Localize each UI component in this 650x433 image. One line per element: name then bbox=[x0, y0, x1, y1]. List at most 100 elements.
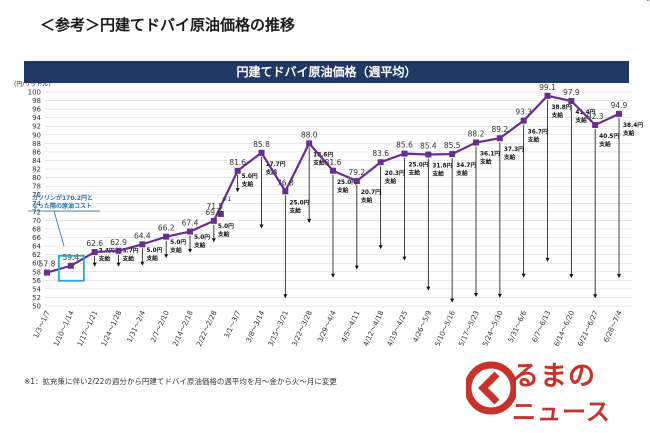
x-tick-label: 3/1～3/7 bbox=[223, 309, 243, 339]
subsidy-unit: 支給 bbox=[431, 169, 444, 177]
subsidy-unit: 支給 bbox=[360, 196, 373, 204]
y-tick-label: 100 bbox=[28, 89, 41, 97]
subsidy-unit: 支給 bbox=[169, 246, 182, 254]
subsidy-arrowhead bbox=[378, 245, 383, 250]
subsidy-arrowhead bbox=[188, 248, 192, 253]
logo-line2: ニュース bbox=[512, 398, 611, 426]
kuruma-news-logo: るまの ニュース bbox=[466, 352, 650, 433]
subsidy-arrowhead bbox=[92, 262, 97, 267]
y-tick-label: 52 bbox=[32, 294, 41, 302]
value-label: 64.4 bbox=[134, 231, 151, 240]
data-point bbox=[187, 228, 193, 235]
value-label-extra: 71.5 bbox=[206, 202, 223, 211]
value-label: 69.9 bbox=[205, 208, 222, 217]
subsidy-amount: 38.4円 bbox=[623, 122, 643, 129]
footnote: ※1：拡充策に伴い2/22の週分から円建てドバイ原油価格の週平均を月～金から火～… bbox=[24, 377, 337, 386]
data-point bbox=[91, 249, 98, 256]
value-label: 99.1 bbox=[539, 83, 556, 92]
subsidy-arrowhead bbox=[426, 286, 431, 291]
subsidy-arrowhead bbox=[593, 294, 598, 299]
subsidy-amount: 36.7円 bbox=[528, 129, 548, 136]
x-tick-label: 5/24～5/30 bbox=[481, 309, 505, 347]
y-tick-label: 90 bbox=[32, 131, 41, 139]
subsidy-arrowhead bbox=[331, 273, 335, 278]
subsidy-arrowhead bbox=[164, 254, 169, 259]
data-point bbox=[306, 140, 313, 147]
value-label: 62.9 bbox=[110, 238, 127, 247]
subsidy-unit: 支給 bbox=[503, 153, 516, 161]
x-tick-label: 2/7～2/10 bbox=[149, 309, 171, 343]
x-axis-labels: 1/3～1/7 1/10～1/14 1/17～1/21 1/24～1/28 1/31～2… bbox=[32, 309, 624, 348]
value-label: 81.6 bbox=[325, 158, 342, 167]
value-label: 85.6 bbox=[396, 141, 413, 150]
subsidy-amount: 41.4円 bbox=[575, 109, 595, 116]
data-point bbox=[44, 269, 50, 276]
x-tick-label: 4/5～4/11 bbox=[340, 309, 362, 343]
subsidy-unit: 支給 bbox=[646, 0, 650, 2]
grid-lines bbox=[45, 91, 632, 307]
subsidy-amount: 18.6円 bbox=[313, 151, 333, 158]
x-tick-label: 4/19～4/25 bbox=[386, 309, 410, 347]
data-point bbox=[377, 159, 384, 166]
value-label: 85.4 bbox=[420, 141, 437, 150]
x-tick-label: 6/28～7/4 bbox=[602, 309, 624, 344]
value-label: 57.8 bbox=[39, 260, 56, 269]
subsidy-unit: 支給 bbox=[527, 136, 540, 144]
x-tick-label: 1/17～1/21 bbox=[76, 309, 100, 347]
y-tick-label: 72 bbox=[32, 208, 41, 216]
subsidy-amount: 25.0円 bbox=[337, 179, 357, 186]
x-tick-label: 6/7～6/13 bbox=[531, 309, 553, 343]
data-point bbox=[115, 247, 122, 254]
data-point bbox=[473, 139, 479, 146]
data-point bbox=[401, 150, 408, 157]
subsidy-amount: 17.7円 bbox=[266, 161, 286, 168]
subsidy-unit: 支給 bbox=[336, 186, 349, 194]
subsidy-amount: 5.0円 bbox=[242, 173, 258, 180]
data-point bbox=[425, 151, 432, 158]
value-label: 85.5 bbox=[444, 141, 461, 150]
subsidy-arrowhead bbox=[402, 256, 407, 261]
subsidy-arrowhead bbox=[617, 274, 621, 279]
value-label: 83.6 bbox=[372, 149, 389, 158]
subsidy-amount: 20.7円 bbox=[361, 189, 381, 196]
subsidy-unit: 支給 bbox=[384, 177, 397, 185]
data-point bbox=[234, 167, 241, 174]
subsidy-unit: 支給 bbox=[122, 255, 135, 263]
price-series bbox=[44, 92, 622, 276]
value-label: 92.3 bbox=[587, 112, 604, 121]
y-tick-label: 50 bbox=[32, 303, 41, 311]
y-tick-label: 84 bbox=[32, 157, 41, 165]
page-title: ＜参考＞円建てドバイ原油価格の推移 bbox=[40, 16, 296, 34]
subsidy-amount: 34.7円 bbox=[456, 162, 476, 169]
data-point bbox=[616, 110, 622, 117]
data-point bbox=[163, 233, 170, 240]
y-tick-label: 92 bbox=[32, 123, 41, 131]
annotation-line2: なった際の原油コスト bbox=[32, 202, 92, 210]
subsidy-arrowhead bbox=[521, 273, 526, 278]
data-point bbox=[139, 241, 146, 248]
value-label: 79.2 bbox=[348, 168, 365, 177]
value-label: 81.6 bbox=[229, 158, 246, 167]
subsidy-unit: 支給 bbox=[193, 241, 206, 249]
data-point bbox=[544, 92, 551, 99]
x-tick-label: 1/3～1/7 bbox=[32, 309, 52, 339]
x-tick-label: 4/12～4/18 bbox=[362, 309, 386, 347]
logo-line1: るまの bbox=[512, 361, 596, 392]
x-tick-label: 4/26～5/9 bbox=[412, 309, 434, 343]
subsidy-amount: 31.8円 bbox=[432, 162, 452, 169]
subsidy-amount: 40.8円 bbox=[647, 0, 650, 2]
x-tick-label: 5/31～6/6 bbox=[507, 309, 529, 344]
y-tick-label: 96 bbox=[32, 106, 41, 114]
subsidy-amount: 25.0円 bbox=[289, 199, 309, 206]
data-point bbox=[353, 178, 360, 185]
y-tick-label: 74 bbox=[32, 200, 41, 208]
y-tick-label: 60 bbox=[32, 260, 41, 268]
kuruma-logo-icon bbox=[466, 361, 516, 415]
x-tick-label: 1/24～1/28 bbox=[100, 309, 124, 347]
data-point-extra bbox=[217, 210, 224, 217]
value-label: 85.8 bbox=[253, 140, 270, 149]
subsidy-unit: 支給 bbox=[598, 140, 611, 148]
x-tick-label: 5/17～5/23 bbox=[457, 309, 481, 347]
subsidy-arrowhead bbox=[450, 298, 455, 303]
value-label: 66.2 bbox=[158, 224, 175, 233]
